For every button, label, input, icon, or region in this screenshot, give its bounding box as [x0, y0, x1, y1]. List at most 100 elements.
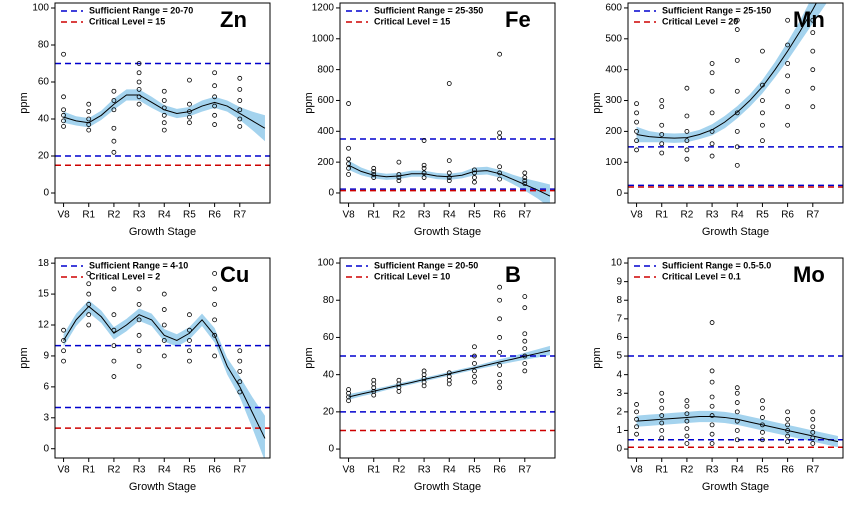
x-tick-label: R4	[158, 210, 171, 221]
x-tick-label: R5	[183, 465, 196, 476]
data-point	[684, 441, 690, 446]
data-point	[522, 331, 528, 337]
data-point	[785, 88, 791, 94]
y-tick-label: 0	[328, 444, 334, 455]
x-axis-label: Growth Stage	[414, 226, 481, 238]
data-point	[472, 170, 477, 176]
plot-frame	[627, 2, 844, 204]
data-point	[760, 110, 765, 116]
data-point	[161, 307, 167, 312]
data-point	[785, 439, 791, 445]
y-tick-label: 100	[32, 3, 49, 14]
data-point	[709, 422, 715, 428]
plot-area	[340, 51, 555, 203]
data-point	[659, 420, 665, 426]
data-point	[61, 327, 66, 333]
data-point	[684, 433, 690, 439]
confidence-band	[63, 300, 265, 458]
data-point	[634, 119, 639, 125]
data-point	[212, 103, 218, 109]
confidence-band	[348, 160, 550, 203]
data-point	[684, 403, 690, 409]
data-point	[396, 178, 402, 184]
data-point	[497, 164, 503, 170]
data-point	[346, 156, 351, 162]
data-point	[659, 413, 665, 418]
data-point	[237, 116, 243, 122]
legend-label: Critical Level = 15	[374, 16, 450, 26]
data-point	[760, 429, 765, 435]
x-tick-label: V8	[342, 465, 355, 476]
data-point	[785, 17, 791, 23]
data-point	[684, 156, 690, 162]
data-point	[136, 61, 142, 66]
data-point	[187, 77, 192, 83]
data-point	[136, 363, 142, 369]
data-point	[237, 348, 243, 354]
data-point	[734, 58, 740, 63]
panel: 0 200 400 600 800 1000 1200 V8 R1 R2 R3 R4 R5 R6 R7 Gro…	[303, 2, 556, 238]
data-point	[734, 385, 740, 391]
x-tick-label: R2	[681, 210, 694, 221]
data-point	[760, 398, 765, 404]
y-tick-label: 9	[616, 276, 622, 287]
data-point	[760, 415, 765, 420]
data-point	[472, 167, 477, 173]
data-point	[136, 101, 142, 107]
data-point	[709, 431, 715, 437]
legend-label: Sufficient Range = 20-50	[374, 260, 478, 270]
y-axis-label: ppm	[303, 92, 315, 113]
data-point	[61, 338, 66, 343]
data-point	[684, 426, 690, 432]
data-point	[785, 409, 791, 415]
data-point	[760, 422, 765, 428]
data-point	[659, 398, 665, 404]
data-point	[522, 368, 528, 374]
plot-area	[340, 284, 555, 432]
data-point	[522, 294, 528, 299]
data-point	[810, 441, 816, 446]
data-point	[734, 88, 740, 94]
data-point	[659, 405, 665, 411]
data-point	[61, 112, 66, 118]
data-point	[446, 158, 452, 163]
data-point	[634, 409, 639, 415]
data-point	[472, 379, 477, 385]
x-tick-label: R1	[82, 465, 95, 476]
data-point	[785, 433, 791, 439]
data-point	[187, 312, 192, 318]
data-point	[684, 411, 690, 417]
element-label: Fe	[505, 7, 531, 32]
y-tick-label: 0	[616, 188, 622, 199]
x-tick-label: R5	[756, 465, 769, 476]
data-point	[237, 107, 243, 113]
data-point	[734, 128, 740, 134]
confidence-band	[348, 345, 550, 400]
y-tick-label: 3	[43, 412, 49, 423]
data-point	[709, 413, 715, 418]
data-point	[497, 297, 503, 303]
data-point	[396, 377, 402, 383]
x-tick-label: V8	[57, 465, 70, 476]
y-tick-label: 12	[38, 320, 50, 331]
data-point	[760, 138, 765, 144]
data-point	[86, 127, 92, 133]
data-point	[497, 362, 503, 368]
x-tick-label: R1	[655, 465, 668, 476]
data-point	[497, 135, 503, 140]
y-tick-label: 60	[323, 332, 335, 343]
x-tick-label: R5	[183, 210, 196, 221]
data-point	[111, 343, 117, 349]
data-point	[709, 61, 715, 66]
y-tick-label: 4	[616, 369, 622, 380]
x-tick-label: R3	[133, 465, 146, 476]
data-point	[212, 353, 218, 359]
data-point	[61, 51, 66, 57]
data-point	[136, 301, 142, 307]
data-point	[684, 398, 690, 404]
x-tick-label: R2	[393, 465, 406, 476]
data-point	[709, 70, 715, 76]
x-tick-label: R6	[493, 210, 506, 221]
data-point	[187, 358, 192, 364]
data-point	[497, 130, 503, 136]
